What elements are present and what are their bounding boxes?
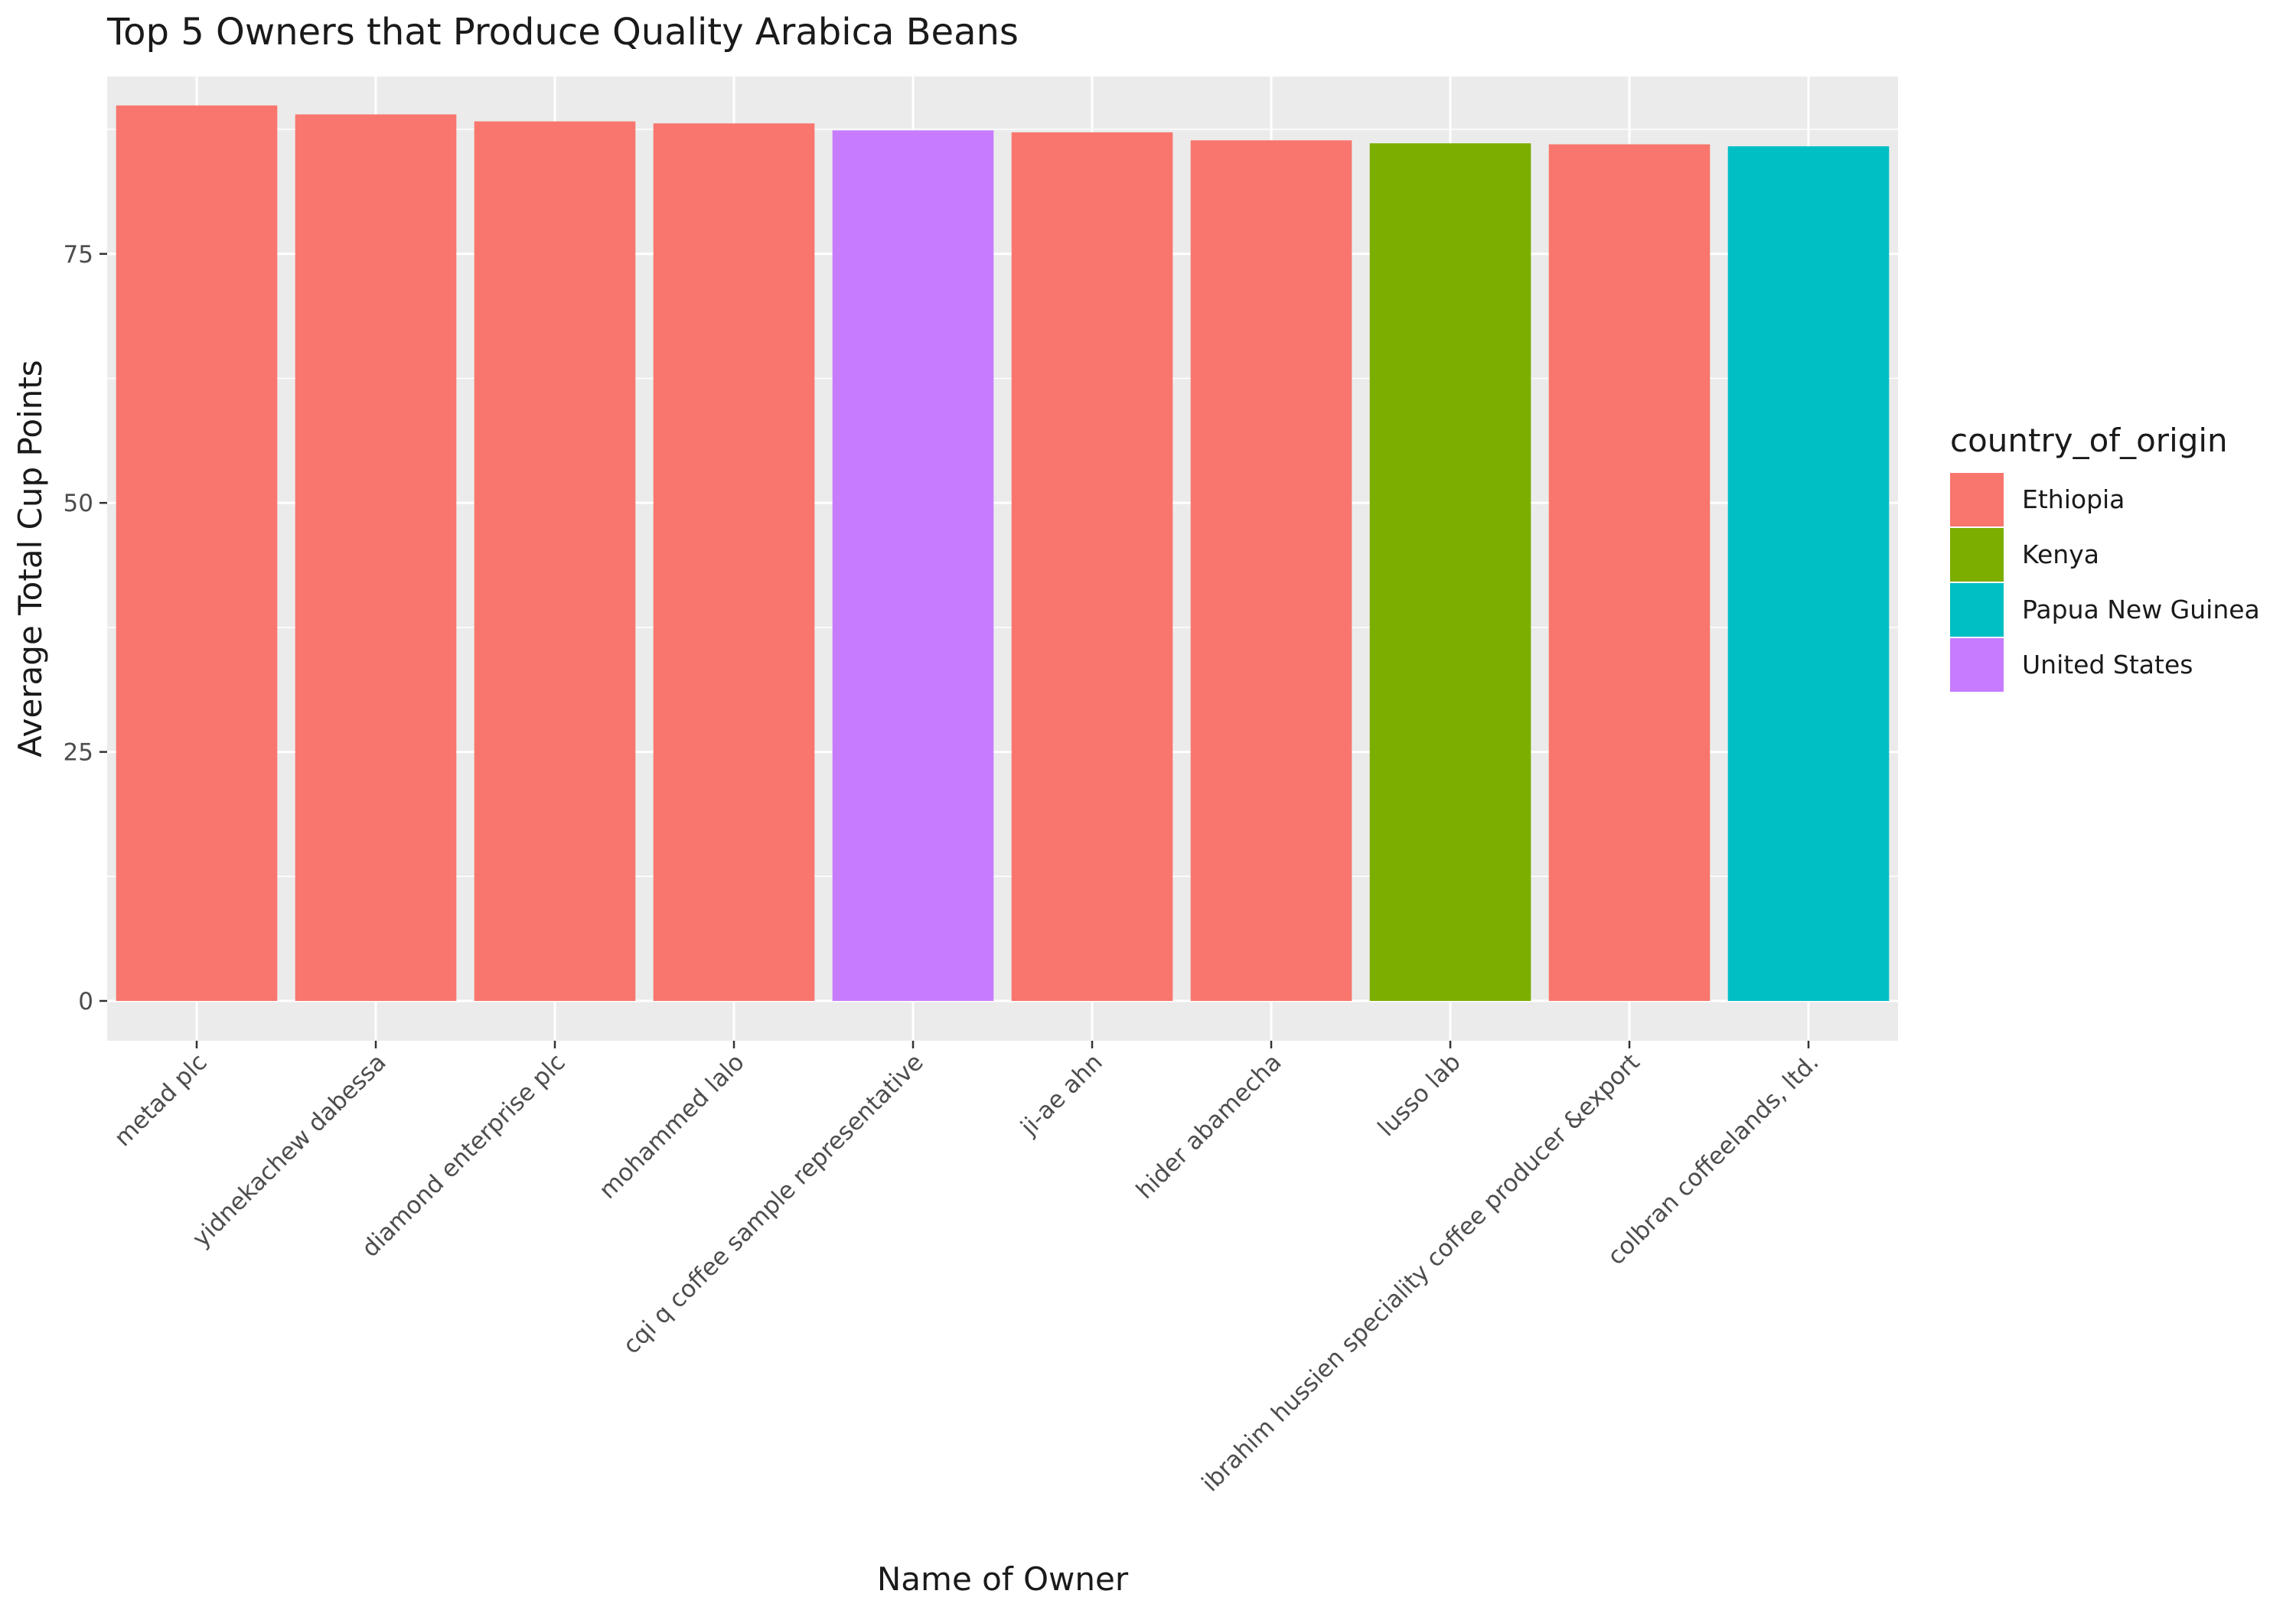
bar xyxy=(1548,144,1711,1001)
y-axis: 0 25 50 75 xyxy=(64,241,107,1015)
bar xyxy=(1369,143,1531,1001)
x-tick-label: colbran coffeelands, ltd. xyxy=(1603,1048,1825,1270)
x-tick-label: hider abamecha xyxy=(1131,1048,1287,1204)
bar xyxy=(1727,146,1890,1002)
x-tick-label: ji-ae ahn xyxy=(1015,1048,1107,1141)
x-tick-label: yidnekachew dabessa xyxy=(188,1048,392,1253)
bar xyxy=(832,130,994,1002)
legend-label: Kenya xyxy=(2022,539,2099,569)
legend-label: Papua New Guinea xyxy=(2022,595,2260,624)
bar xyxy=(295,114,457,1001)
bar xyxy=(116,105,278,1002)
chart-title: Top 5 Owners that Produce Quality Arabic… xyxy=(106,11,1019,54)
x-tick-label: metad plc xyxy=(109,1048,212,1152)
y-tick-label: 25 xyxy=(64,739,93,767)
bars-group xyxy=(116,105,1890,1002)
legend-key xyxy=(1950,583,2004,637)
y-tick-label: 0 xyxy=(78,988,93,1015)
legend-label: Ethiopia xyxy=(2022,484,2125,514)
legend-key xyxy=(1950,638,2004,692)
bar xyxy=(474,121,636,1001)
x-tick-label: diamond enterprise plc xyxy=(357,1048,571,1263)
legend-title: country_of_origin xyxy=(1950,422,2228,459)
y-tick-label: 50 xyxy=(64,490,93,517)
legend: country_of_origin Ethiopia Kenya Papua New… xyxy=(1950,422,2260,692)
bar xyxy=(653,123,815,1002)
bar xyxy=(1011,132,1173,1001)
legend-key xyxy=(1950,473,2004,526)
x-tick-label: ibrahim hussien speciality coffee produc… xyxy=(1196,1048,1645,1497)
legend-key xyxy=(1950,528,2004,582)
x-tick-label: lusso lab xyxy=(1373,1048,1466,1142)
x-tick-label: mohammed lalo xyxy=(594,1048,750,1204)
y-tick-label: 75 xyxy=(64,241,93,269)
bar xyxy=(1190,140,1352,1002)
legend-label: United States xyxy=(2022,650,2193,680)
y-axis-title: Average Total Cup Points xyxy=(11,360,49,757)
x-axis-title: Name of Owner xyxy=(877,1560,1129,1598)
x-tick-label: cqi q coffee sample representative xyxy=(618,1048,928,1359)
